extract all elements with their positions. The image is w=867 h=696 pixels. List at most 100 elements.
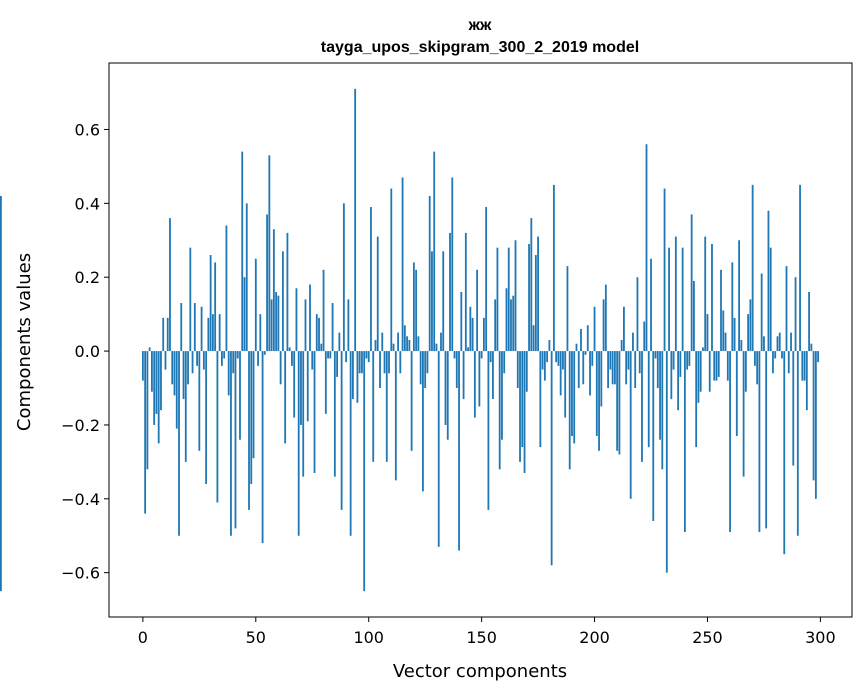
- bar: [586, 325, 589, 352]
- bar: [173, 351, 176, 396]
- bar: [627, 351, 630, 370]
- bar: [760, 273, 763, 352]
- bar: [315, 314, 318, 352]
- bar: [812, 351, 815, 481]
- bar: [218, 314, 221, 352]
- bar: [184, 351, 187, 462]
- x-tick-label: 150: [466, 628, 497, 647]
- bar: [487, 351, 490, 510]
- bar: [245, 203, 248, 352]
- bar: [620, 340, 623, 352]
- bar: [778, 332, 781, 352]
- bar: [306, 351, 309, 422]
- bar: [548, 340, 551, 352]
- bar: [523, 351, 526, 473]
- bar: [250, 351, 253, 485]
- bar: [182, 351, 185, 400]
- bar: [763, 336, 765, 352]
- bar: [444, 351, 447, 425]
- bar: [591, 351, 594, 366]
- bar: [352, 351, 354, 400]
- bar: [489, 351, 492, 363]
- bar: [677, 351, 680, 411]
- bar: [632, 332, 634, 352]
- bar: [505, 288, 508, 352]
- bar: [641, 351, 643, 462]
- bar: [674, 236, 677, 352]
- bar: [749, 299, 752, 352]
- chart-title: жж: [468, 17, 492, 34]
- bar: [618, 351, 621, 455]
- bar: [268, 155, 271, 352]
- bar: [216, 351, 219, 503]
- bar: [765, 351, 768, 529]
- bar: [442, 251, 445, 352]
- bar: [248, 351, 250, 510]
- bar: [571, 351, 573, 437]
- x-tick-label: 250: [692, 628, 723, 647]
- bar: [333, 351, 336, 477]
- bar: [275, 291, 278, 352]
- bar: [239, 351, 241, 440]
- bar: [406, 336, 409, 352]
- bar: [178, 351, 180, 536]
- bar: [781, 351, 783, 359]
- bar: [767, 210, 770, 352]
- bar: [223, 351, 226, 359]
- bar: [166, 317, 169, 352]
- bar: [733, 317, 736, 352]
- bar: [141, 351, 144, 381]
- bar: [577, 351, 580, 389]
- bar: [686, 351, 689, 370]
- y-tick-label: 0.0: [75, 342, 100, 361]
- bar: [322, 269, 325, 352]
- bar: [659, 351, 661, 440]
- bar: [473, 351, 476, 418]
- bar: [148, 347, 151, 352]
- bar: [329, 351, 332, 359]
- bar: [198, 351, 201, 451]
- x-tick-label: 0: [138, 628, 148, 647]
- bar: [562, 351, 564, 370]
- bar: [424, 351, 427, 389]
- bar: [794, 277, 797, 352]
- bar: [539, 351, 542, 448]
- bar: [397, 332, 399, 352]
- y-tick-label: 0.4: [75, 194, 100, 213]
- bar: [758, 351, 761, 533]
- bar: [399, 351, 402, 374]
- bar: [388, 351, 390, 374]
- bar: [225, 225, 228, 352]
- bar: [729, 351, 731, 533]
- bar: [668, 247, 670, 352]
- bar: [510, 299, 512, 352]
- bar: [446, 351, 449, 440]
- bar: [266, 214, 268, 352]
- bar: [532, 325, 535, 352]
- bar: [440, 332, 442, 352]
- bar: [602, 299, 605, 352]
- bar: [582, 351, 585, 385]
- x-tick-label: 50: [246, 628, 266, 647]
- bar: [196, 351, 198, 366]
- bar: [580, 328, 582, 352]
- bar: [598, 351, 600, 451]
- bar: [157, 351, 160, 444]
- bar: [521, 351, 524, 448]
- bar: [261, 351, 264, 544]
- bar: [410, 351, 413, 451]
- bar: [808, 291, 810, 352]
- bar: [151, 351, 153, 392]
- bar: [243, 277, 246, 352]
- bar: [566, 266, 569, 352]
- bar: [715, 351, 718, 381]
- bar: [207, 317, 210, 352]
- bar: [482, 317, 485, 352]
- bar: [462, 351, 465, 400]
- bar: [772, 351, 774, 374]
- bar: [288, 347, 291, 352]
- bar: [455, 351, 458, 389]
- bar: [286, 232, 289, 352]
- bar: [555, 351, 558, 363]
- bar: [663, 188, 666, 352]
